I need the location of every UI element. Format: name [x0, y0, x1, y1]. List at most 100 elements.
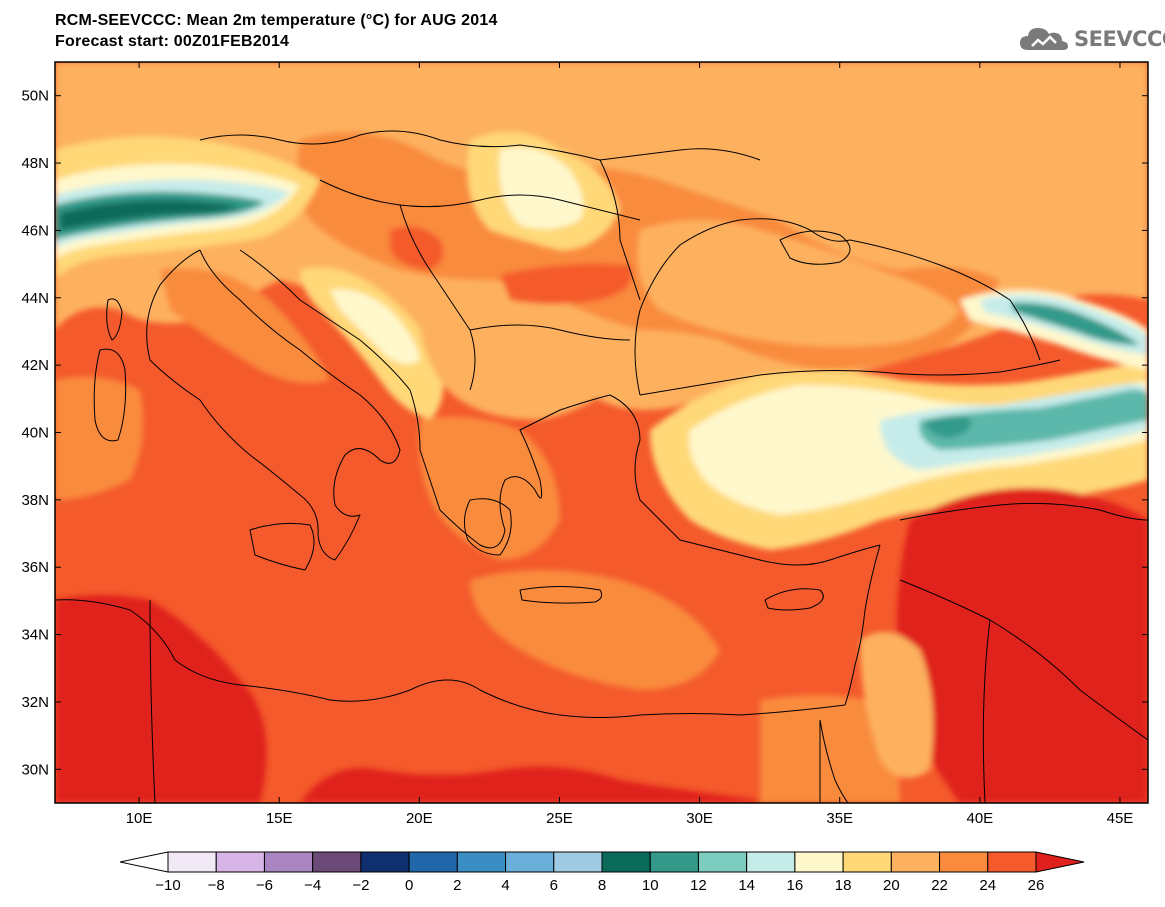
colorbar-label: 0 — [405, 877, 413, 894]
coastline-sicily — [249, 522, 315, 571]
field-dinaric-cold — [330, 289, 420, 364]
colorbar-swatch — [167, 851, 217, 873]
coastline-crete — [519, 586, 603, 604]
colorbar-label: −2 — [352, 877, 369, 894]
coastline-red-sea — [819, 719, 849, 803]
coastline-adriatic-east — [239, 249, 441, 511]
field-jordan-cool — [860, 632, 934, 778]
lon-tick-label: 40E — [966, 810, 993, 827]
lon-tick-label: 15E — [266, 810, 293, 827]
coastlines — [55, 130, 1148, 803]
coastline-italy — [146, 249, 401, 561]
colorbar-label: 24 — [979, 877, 996, 894]
border-line-6 — [899, 579, 1148, 741]
colorbar-label: 4 — [501, 877, 509, 894]
field-danube-warm — [500, 263, 632, 304]
field-carpathian-cold — [499, 147, 584, 229]
lat-tick-label: 44N — [21, 290, 49, 307]
border-line-1 — [199, 130, 761, 161]
lon-tick-label: 25E — [546, 810, 573, 827]
field-black-sea — [637, 220, 960, 347]
colorbar-label: 8 — [598, 877, 606, 894]
colorbar-swatch — [505, 851, 555, 873]
coastline-black-sea-west — [634, 218, 851, 396]
coastline-levant — [844, 544, 881, 706]
colorbar-swatch — [360, 851, 410, 873]
border-line-5 — [599, 159, 641, 301]
colorbar-label: 2 — [453, 877, 461, 894]
lon-tick-label: 10E — [126, 810, 153, 827]
lat-tick-label: 34N — [21, 627, 49, 644]
field-western-orange — [55, 376, 144, 500]
forecast-start-label: Forecast start: 00Z01FEB2014 — [55, 33, 290, 50]
temperature-map — [55, 62, 1148, 803]
lon-tick-label: 30E — [686, 810, 713, 827]
border-line-2 — [319, 179, 641, 221]
colorbar-label: 12 — [690, 877, 707, 894]
colorbar-swatch — [842, 851, 892, 873]
colorbar-label: 22 — [931, 877, 948, 894]
lat-tick-label: 30N — [21, 761, 49, 778]
coastline-crimea — [779, 230, 851, 265]
colorbar-swatch — [794, 851, 844, 873]
colorbar-over-triangle — [1035, 851, 1085, 873]
lat-tick-label: 50N — [21, 88, 49, 105]
colorbar-swatch — [263, 851, 314, 873]
field-italy-orange — [160, 268, 330, 384]
coastline-africa — [55, 599, 846, 718]
colorbar-label: −10 — [155, 877, 180, 894]
lat-tick-label: 42N — [21, 357, 49, 374]
colorbar-label: 14 — [738, 877, 755, 894]
lon-tick-label: 35E — [826, 810, 853, 827]
colorbar-swatch — [312, 851, 362, 873]
coastline-cyprus — [764, 588, 824, 611]
colorbar-under-triangle — [119, 851, 169, 873]
field-libya-hot — [300, 766, 760, 803]
lat-tick-label: 38N — [21, 492, 49, 509]
field-alps-dark — [60, 200, 240, 230]
coastline-greece — [439, 394, 611, 549]
colorbar-label: 6 — [550, 877, 558, 894]
lat-tick-label: 36N — [21, 559, 49, 576]
coastline-sardinia — [93, 348, 127, 442]
coastline-turkey-south — [609, 394, 881, 566]
seevccc-logo: SEEVCCC — [1018, 24, 1165, 54]
colorbar-swatch — [408, 851, 458, 873]
temperature-colorbar: −10 −8 −6 −4 −2 0 2 4 6 8 10 12 14 16 18 20 22 24 26 — [119, 851, 1085, 894]
lat-tick-label: 46N — [21, 222, 49, 239]
lon-tick-label: 20E — [406, 810, 433, 827]
border-line-9 — [149, 599, 156, 803]
field-aegean-orange — [418, 416, 560, 560]
lat-tick-label: 48N — [21, 155, 49, 172]
colorbar-label: 16 — [787, 877, 804, 894]
colorbar-label: 20 — [883, 877, 900, 894]
field-caucasus-teal — [1010, 302, 1140, 345]
colorbar-label: 26 — [1028, 877, 1045, 894]
colorbar-label: −6 — [256, 877, 273, 894]
colorbar-swatch — [601, 851, 651, 873]
border-line-3 — [399, 204, 476, 391]
lat-tick-label: 40N — [21, 425, 49, 442]
colorbar-label: 10 — [642, 877, 659, 894]
field-mideast-hot — [896, 488, 1148, 803]
border-line-7 — [982, 619, 991, 803]
colorbar-swatch — [456, 851, 507, 873]
lat-tick-label: 32N — [21, 694, 49, 711]
colorbar-swatch — [890, 851, 941, 873]
coastline-corsica — [106, 298, 123, 341]
field-africa-hot — [55, 595, 267, 803]
border-line-4 — [469, 324, 631, 341]
colorbar-swatch — [649, 851, 699, 873]
cloud-icon — [1020, 28, 1068, 50]
colorbar-swatch — [746, 851, 796, 873]
coastline-black-sea-east — [849, 239, 1041, 361]
colorbar-swatch — [215, 851, 265, 873]
coastline-turkey-north — [639, 359, 1061, 396]
border-line-8 — [899, 502, 1148, 521]
colorbar-label: −4 — [304, 877, 321, 894]
field-sea-orange — [470, 570, 720, 690]
coastline-peloponnese — [464, 498, 512, 556]
colorbar-label: 18 — [835, 877, 852, 894]
latitude-axis: 50N 48N 46N 44N 42N 40N 38N 36N 34N 32N 30N — [21, 88, 1148, 778]
field-anatolia-dark — [925, 415, 971, 438]
